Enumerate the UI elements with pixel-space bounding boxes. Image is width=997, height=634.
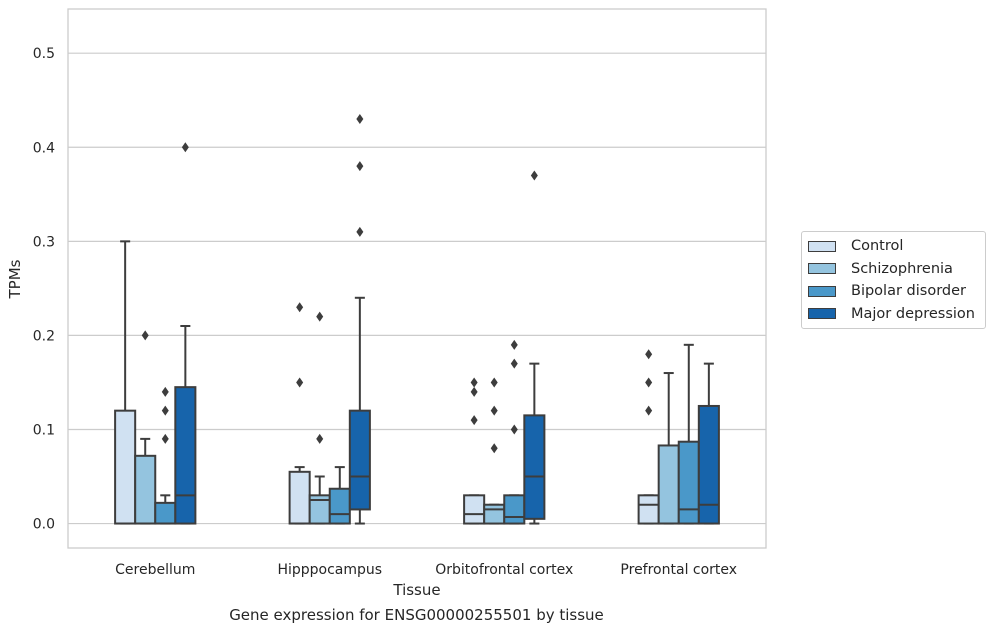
box-iqr bbox=[288, 470, 311, 525]
legend-item: Major depression bbox=[802, 303, 985, 326]
outlier-point bbox=[530, 170, 538, 181]
box-schizophrenia bbox=[483, 377, 506, 525]
outlier-point bbox=[316, 433, 324, 444]
legend-label: Schizophrenia bbox=[851, 260, 953, 277]
box-iqr bbox=[174, 386, 197, 525]
outlier-point bbox=[141, 330, 149, 341]
y-axis-title: TPMs bbox=[6, 259, 24, 299]
y-tick-label: 0.4 bbox=[33, 140, 55, 156]
outlier-point bbox=[645, 349, 653, 360]
outlier-point bbox=[316, 311, 324, 322]
y-tick-label: 0.2 bbox=[33, 328, 55, 344]
outlier-point bbox=[645, 405, 653, 416]
outlier-point bbox=[161, 386, 169, 397]
box-iqr bbox=[328, 487, 351, 525]
box-iqr bbox=[657, 444, 680, 525]
y-tick-label: 0.5 bbox=[33, 46, 55, 62]
box-iqr bbox=[697, 404, 720, 525]
boxes bbox=[114, 114, 720, 525]
legend-swatch bbox=[808, 308, 836, 320]
outlier-point bbox=[490, 377, 498, 388]
box-major-depression bbox=[348, 114, 371, 525]
x-tick-labels: Cerebellum Hipppocampus Orbitofrontal cort… bbox=[115, 562, 737, 578]
box-control bbox=[114, 240, 137, 525]
outlier-point bbox=[296, 377, 304, 388]
box-control bbox=[637, 349, 660, 525]
box-iqr bbox=[523, 414, 546, 520]
outlier-point bbox=[510, 424, 518, 435]
box-major-depression bbox=[174, 142, 197, 525]
y-tick-label: 0.1 bbox=[33, 422, 55, 438]
outlier-point bbox=[296, 302, 304, 313]
box-iqr bbox=[483, 503, 506, 525]
outlier-point bbox=[470, 386, 478, 397]
chart-caption: Gene expression for ENSG00000255501 by t… bbox=[229, 606, 604, 624]
box-schizophrenia bbox=[308, 311, 331, 525]
outlier-point bbox=[161, 433, 169, 444]
box-major-depression bbox=[697, 362, 720, 525]
x-axis-title: Tissue bbox=[392, 581, 440, 599]
x-tick-label: Hipppocampus bbox=[277, 562, 382, 578]
legend-label: Major depression bbox=[851, 305, 975, 322]
box-schizophrenia bbox=[134, 330, 157, 525]
outlier-point bbox=[645, 377, 653, 388]
box-iqr bbox=[637, 494, 660, 525]
y-tick-labels: 0.0 0.1 0.2 0.3 0.4 0.5 bbox=[33, 46, 55, 532]
legend-item: Control bbox=[802, 235, 985, 258]
box-bipolar-disorder bbox=[328, 466, 351, 525]
box-control bbox=[288, 302, 311, 525]
y-tick-label: 0.0 bbox=[33, 517, 55, 533]
box-iqr bbox=[114, 409, 137, 525]
outlier-point bbox=[356, 114, 364, 125]
outlier-point bbox=[490, 443, 498, 454]
outlier-point bbox=[181, 142, 189, 153]
box-iqr bbox=[348, 409, 371, 511]
outlier-point bbox=[490, 405, 498, 416]
box-iqr bbox=[503, 494, 526, 525]
x-tick-label: Prefrontal cortex bbox=[620, 562, 737, 578]
box-bipolar-disorder bbox=[677, 343, 700, 525]
outlier-point bbox=[161, 405, 169, 416]
outlier-point bbox=[470, 377, 478, 388]
legend-label: Bipolar disorder bbox=[851, 283, 966, 300]
outlier-point bbox=[356, 226, 364, 237]
box-iqr bbox=[677, 440, 700, 525]
legend-swatch bbox=[808, 263, 836, 275]
legend-item: Schizophrenia bbox=[802, 258, 985, 281]
outlier-point bbox=[510, 339, 518, 350]
legend-label: Control bbox=[851, 238, 904, 255]
x-tick-label: Cerebellum bbox=[115, 562, 195, 578]
legend: Control Schizophrenia Bipolar disorder Majo… bbox=[801, 231, 986, 329]
legend-item: Bipolar disorder bbox=[802, 280, 985, 303]
box-iqr bbox=[154, 501, 177, 525]
box-iqr bbox=[463, 494, 486, 525]
x-tick-label: Orbitofrontal cortex bbox=[435, 562, 573, 578]
legend-swatch bbox=[808, 285, 836, 297]
outlier-point bbox=[356, 161, 364, 172]
y-tick-label: 0.3 bbox=[33, 234, 55, 250]
outlier-point bbox=[510, 358, 518, 369]
plot-frame bbox=[67, 8, 767, 549]
legend-swatch bbox=[808, 240, 836, 252]
box-major-depression bbox=[523, 170, 546, 525]
outlier-point bbox=[470, 415, 478, 426]
box-iqr bbox=[134, 454, 157, 525]
